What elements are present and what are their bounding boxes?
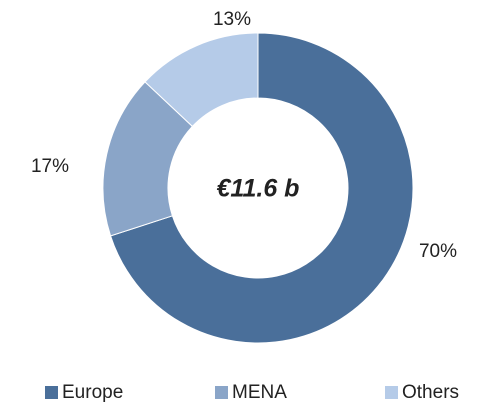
legend-swatch: [45, 386, 58, 399]
data-label: 17%: [31, 156, 69, 177]
legend-label: Others: [402, 382, 459, 403]
legend-label: Europe: [62, 382, 123, 403]
data-label: 70%: [419, 241, 457, 262]
center-label: €11.6 b: [217, 175, 300, 203]
slice: [109, 32, 414, 344]
slice: [144, 32, 259, 128]
data-label: 13%: [213, 9, 251, 30]
legend-swatch: [215, 386, 228, 399]
legend-swatch: [385, 386, 398, 399]
legend-label: MENA: [232, 382, 287, 403]
